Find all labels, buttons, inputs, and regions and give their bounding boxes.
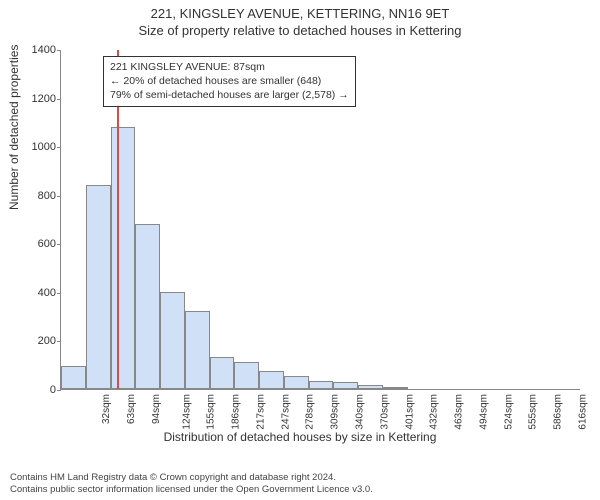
x-tick-label: 186sqm (231, 394, 242, 430)
footer-attribution: Contains HM Land Registry data © Crown c… (10, 472, 373, 496)
annotation-line2: ← 20% of detached houses are smaller (64… (110, 74, 349, 88)
histogram-bar (309, 381, 334, 390)
y-tick-label: 0 (21, 384, 56, 396)
x-tick-label: 63sqm (126, 394, 137, 424)
y-tick-mark (57, 244, 61, 245)
y-tick-mark (57, 147, 61, 148)
histogram-bar (333, 382, 358, 389)
histogram-bar (259, 371, 284, 389)
x-tick-label: 463sqm (454, 394, 465, 430)
y-tick-mark (57, 99, 61, 100)
histogram-bar (210, 357, 235, 389)
x-axis-label: Distribution of detached houses by size … (0, 430, 600, 438)
x-tick-label: 432sqm (429, 394, 440, 430)
x-tick-label: 586sqm (553, 394, 564, 430)
y-tick-mark (57, 50, 61, 51)
x-tick-label: 555sqm (528, 394, 539, 430)
y-tick-mark (57, 293, 61, 294)
x-tick-label: 401sqm (404, 394, 415, 430)
y-tick-label: 200 (21, 335, 56, 347)
annotation-line1: 221 KINGSLEY AVENUE: 87sqm (110, 60, 349, 74)
histogram-bar (61, 366, 86, 389)
y-tick-mark (57, 196, 61, 197)
x-tick-label: 370sqm (379, 394, 390, 430)
histogram-bar (86, 185, 111, 389)
y-tick-mark (57, 390, 61, 391)
footer-line1: Contains HM Land Registry data © Crown c… (10, 472, 373, 484)
x-tick-label: 124sqm (181, 394, 192, 430)
y-tick-label: 400 (21, 287, 56, 299)
x-tick-label: 616sqm (577, 394, 588, 430)
histogram-bar (358, 385, 383, 389)
y-tick-label: 1200 (21, 93, 56, 105)
chart-container: Number of detached properties 0200400600… (0, 40, 600, 440)
y-tick-label: 800 (21, 190, 56, 202)
x-tick-label: 247sqm (280, 394, 291, 430)
annotation-box: 221 KINGSLEY AVENUE: 87sqm ← 20% of deta… (103, 56, 356, 107)
page-title-line1: 221, KINGSLEY AVENUE, KETTERING, NN16 9E… (0, 0, 600, 21)
y-tick-mark (57, 341, 61, 342)
y-axis-label: Number of detached properties (7, 45, 21, 210)
footer-line2: Contains public sector information licen… (10, 484, 373, 496)
histogram-bar (185, 311, 210, 389)
histogram-bar (160, 292, 185, 389)
y-tick-label: 600 (21, 238, 56, 250)
histogram-plot: 020040060080010001200140032sqm63sqm94sqm… (60, 50, 580, 390)
x-tick-label: 278sqm (305, 394, 316, 430)
x-tick-label: 217sqm (256, 394, 267, 430)
page-title-line2: Size of property relative to detached ho… (0, 21, 600, 38)
y-tick-label: 1000 (21, 141, 56, 153)
x-tick-label: 155sqm (206, 394, 217, 430)
histogram-bar (111, 127, 136, 389)
histogram-bar (234, 362, 259, 389)
histogram-bar (135, 224, 160, 389)
x-tick-label: 340sqm (355, 394, 366, 430)
annotation-line3: 79% of semi-detached houses are larger (… (110, 88, 349, 102)
x-tick-label: 309sqm (330, 394, 341, 430)
y-tick-label: 1400 (21, 44, 56, 56)
histogram-bar (284, 376, 309, 389)
x-tick-label: 494sqm (478, 394, 489, 430)
x-tick-label: 524sqm (503, 394, 514, 430)
histogram-bar (383, 387, 408, 389)
x-tick-label: 32sqm (101, 394, 112, 424)
x-tick-label: 94sqm (151, 394, 162, 424)
